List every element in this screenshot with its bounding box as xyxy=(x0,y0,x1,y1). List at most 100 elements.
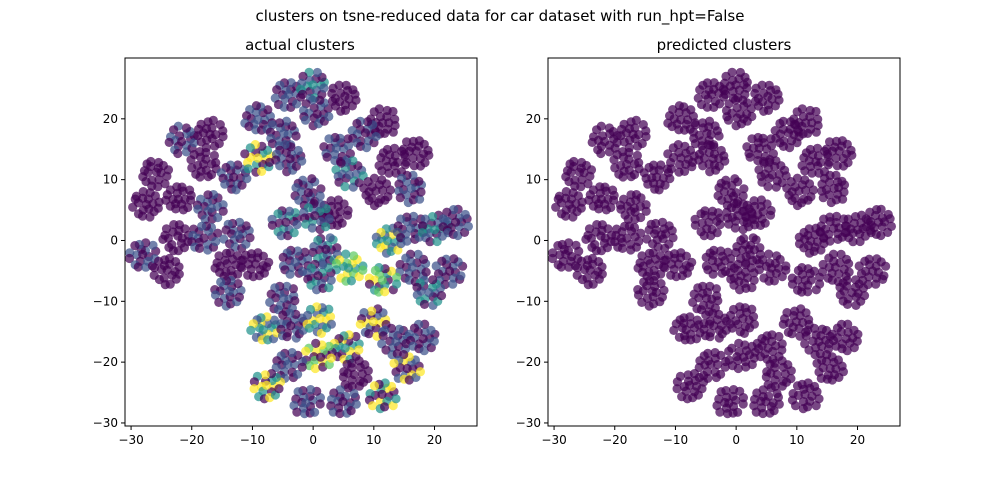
scatter-point xyxy=(755,243,765,253)
scatter-point xyxy=(355,319,365,329)
scatter-point xyxy=(765,210,776,220)
scatter-point xyxy=(351,95,361,105)
scatter-point xyxy=(600,136,610,147)
scatter-point xyxy=(712,228,722,238)
scatter-point xyxy=(672,377,683,387)
scatter-point xyxy=(173,231,183,241)
scatter-point xyxy=(289,228,299,238)
scatter-point xyxy=(747,134,757,144)
scatter-point xyxy=(581,234,591,244)
scatter-point xyxy=(189,138,199,148)
scatter-point xyxy=(644,225,654,235)
scatter-point xyxy=(233,279,243,289)
scatter-point xyxy=(169,220,179,230)
scatter-point xyxy=(637,138,647,149)
scatter-point xyxy=(306,385,316,395)
scatter-point xyxy=(229,172,239,182)
scatter-point xyxy=(643,179,653,189)
scatter-point xyxy=(636,228,646,238)
scatter-point xyxy=(427,212,438,222)
scatter-point xyxy=(346,276,356,286)
scatter-point xyxy=(731,80,741,90)
scatter-point xyxy=(321,244,331,254)
scatter-point xyxy=(194,243,205,253)
scatter-point xyxy=(702,128,712,138)
scatter-point xyxy=(205,129,215,139)
scatter-point xyxy=(415,194,425,204)
scatter-point xyxy=(199,233,209,243)
scatter-point xyxy=(402,137,412,147)
scatter-point xyxy=(817,179,827,189)
y-tick-label: 10 xyxy=(103,173,118,187)
subplot-actual-clusters: actual clusters −30 −20 −10 0 10 20 −30 −20 −10 0… xyxy=(93,36,478,447)
scatter-point xyxy=(859,291,870,301)
scatter-point xyxy=(456,271,466,281)
scatter-point xyxy=(663,149,673,159)
scatter-point xyxy=(886,221,897,231)
scatter-point xyxy=(574,167,585,177)
scatter-point xyxy=(768,149,779,159)
scatter-point xyxy=(275,118,285,128)
scatter-point xyxy=(769,406,779,416)
scatter-point xyxy=(713,257,724,267)
scatter-point xyxy=(735,67,746,78)
scatter-point xyxy=(807,168,817,178)
scatter-point xyxy=(742,83,752,93)
scatter-point xyxy=(735,109,745,119)
scatter-point xyxy=(699,231,709,241)
scatter-point xyxy=(153,182,163,192)
scatter-point xyxy=(604,123,615,133)
scatter-point xyxy=(267,220,277,230)
scatter-point xyxy=(818,259,828,270)
scatter-point xyxy=(622,159,632,169)
scatter-point xyxy=(234,217,245,227)
scatter-point xyxy=(354,345,364,355)
scatter-point xyxy=(245,233,255,243)
scatter-point xyxy=(831,153,841,163)
scatter-point xyxy=(690,220,701,230)
scatter-point xyxy=(690,120,701,130)
scatter-point xyxy=(267,120,277,130)
scatter-point xyxy=(368,401,378,411)
scatter-point xyxy=(400,160,410,170)
scatter-point xyxy=(628,129,638,139)
scatter-point xyxy=(327,88,337,99)
scatter-point xyxy=(738,191,748,201)
scatter-point xyxy=(380,402,390,412)
scatter-point xyxy=(380,128,390,138)
scatter-point xyxy=(837,176,847,186)
scatter-point xyxy=(756,195,767,205)
scatter-point xyxy=(324,214,334,224)
scatter-point xyxy=(278,293,288,303)
scatter-point xyxy=(392,279,402,289)
scatter-point xyxy=(138,187,148,197)
scatter-point xyxy=(383,236,393,246)
scatter-point xyxy=(429,336,439,346)
scatter-point xyxy=(576,203,586,213)
scatter-point xyxy=(838,367,849,377)
scatter-point xyxy=(173,194,183,204)
scatter-point xyxy=(310,407,320,417)
scatter-point xyxy=(799,153,809,163)
scatter-point xyxy=(641,206,651,216)
scatter-point xyxy=(395,259,405,270)
scatter-point xyxy=(758,408,768,419)
scatter-point xyxy=(652,172,662,182)
scatter-point xyxy=(609,155,619,165)
scatter-point xyxy=(775,118,785,129)
scatter-point xyxy=(672,384,682,394)
scatter-point xyxy=(612,138,622,148)
x-tick-label: −10 xyxy=(663,433,688,447)
scatter-point xyxy=(262,262,272,272)
scatter-point xyxy=(211,236,221,247)
scatter-point xyxy=(794,232,804,242)
scatter-point xyxy=(303,310,313,320)
scatter-point xyxy=(325,312,336,322)
scatter-point xyxy=(281,116,292,126)
scatter-point xyxy=(312,67,322,78)
scatter-point xyxy=(764,249,774,259)
scatter-point xyxy=(371,232,381,242)
scatter-point xyxy=(371,132,381,142)
scatter-point xyxy=(702,102,712,112)
scatter-point xyxy=(162,171,172,181)
